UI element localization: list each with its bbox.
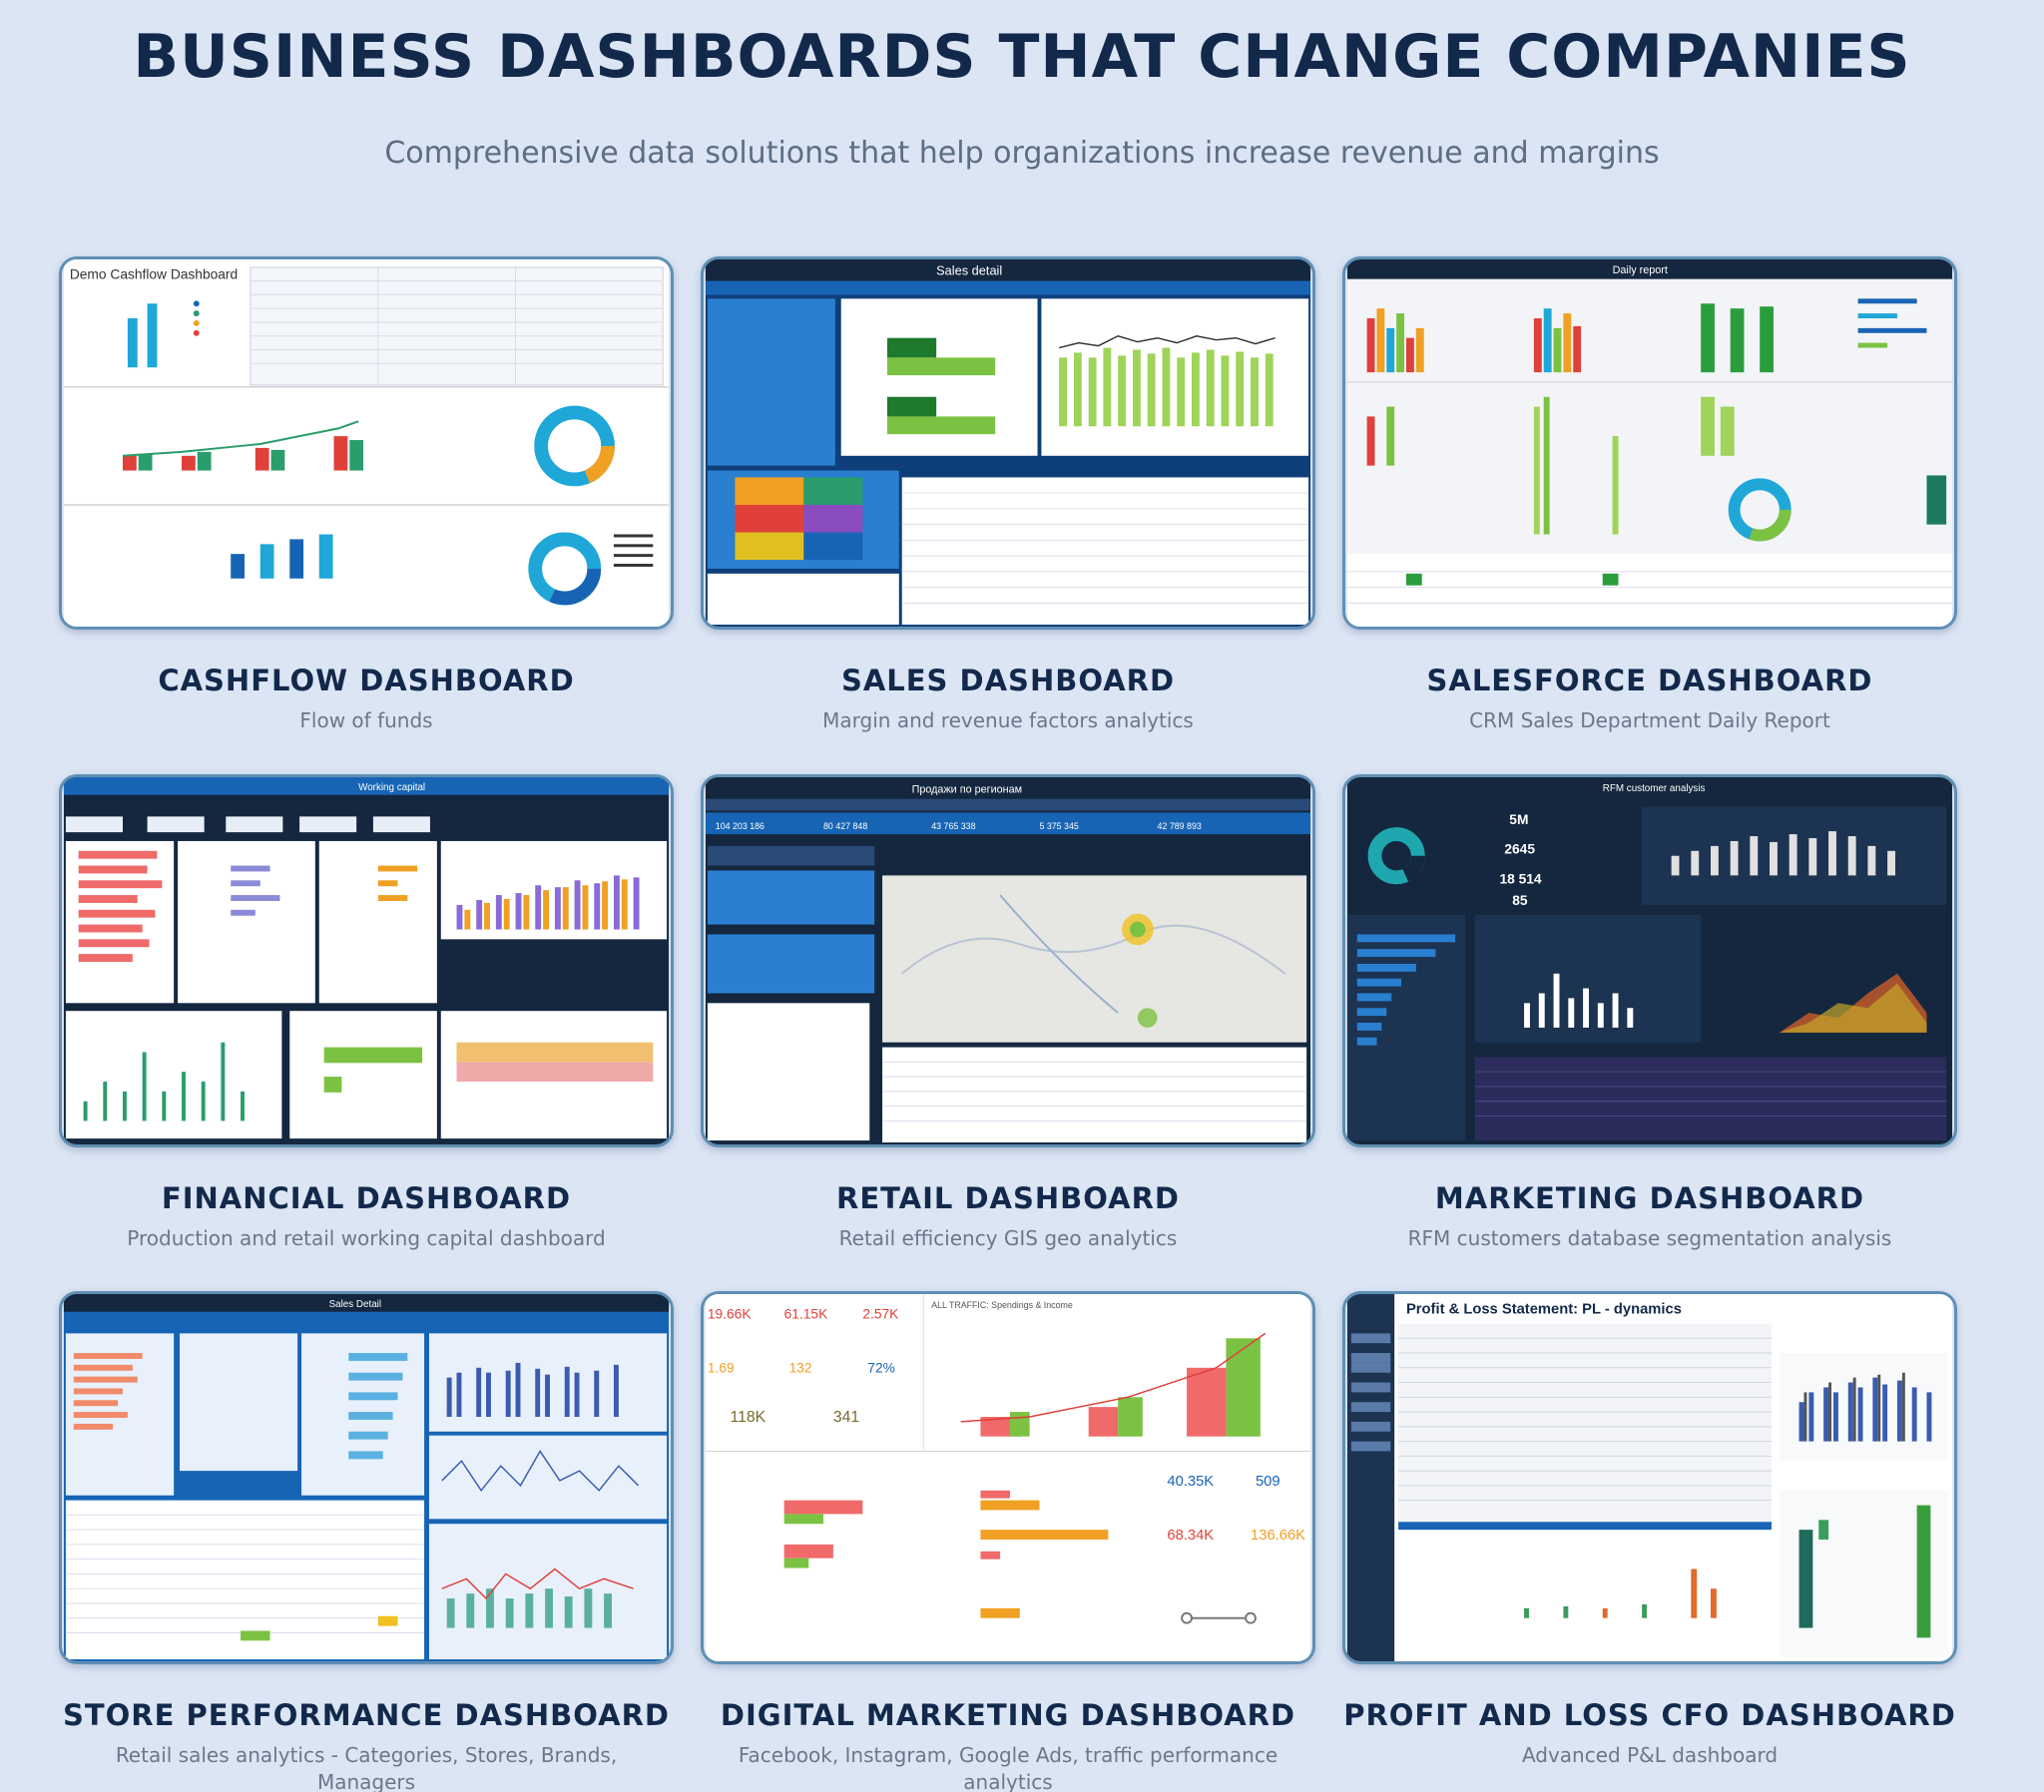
card-description: Flow of funds xyxy=(299,708,433,732)
thumb-header-salesforce: Daily report xyxy=(1613,264,1668,276)
card-store-performance[interactable]: Sales Detail STORE PERFORMANCE DASHBOARD… xyxy=(59,1291,674,1792)
card-description: Advanced P&L dashboard xyxy=(1521,1743,1779,1767)
card-title[interactable]: SALES DASHBOARD xyxy=(840,664,1176,697)
page-title: BUSINESS DASHBOARDS THAT CHANGE COMPANIE… xyxy=(133,22,1911,92)
digital-kpi-7: 118K xyxy=(731,1409,766,1426)
retail-kpi-5: 42 789 893 xyxy=(1158,821,1202,831)
card-title[interactable]: PROFIT AND LOSS CFO DASHBOARD xyxy=(1343,1698,1956,1732)
thumbnail-retail[interactable]: Продажи по регионам 104 203 186 80 427 8… xyxy=(701,774,1315,1147)
digital-kpi-11: 68.34K xyxy=(1167,1528,1214,1544)
card-description: Retail efficiency GIS geo analytics xyxy=(838,1226,1178,1250)
marketing-kpi-1: 5M xyxy=(1509,812,1528,827)
card-financial[interactable]: Working capital xyxy=(59,774,674,1252)
card-salesforce[interactable]: Daily report xyxy=(1342,256,1957,734)
thumbnail-profit-loss[interactable]: Profit & Loss Statement: PL - dynamics xyxy=(1342,1291,1957,1664)
digital-kpi-5: 132 xyxy=(789,1361,812,1376)
card-title[interactable]: FINANCIAL DASHBOARD xyxy=(161,1181,572,1215)
card-retail[interactable]: Продажи по регионам 104 203 186 80 427 8… xyxy=(701,774,1315,1252)
thumbnail-store-performance[interactable]: Sales Detail xyxy=(59,1291,674,1664)
card-title[interactable]: STORE PERFORMANCE DASHBOARD xyxy=(62,1698,670,1732)
digital-kpi-12: 136.66K xyxy=(1251,1528,1305,1544)
thumbnail-digital-marketing[interactable]: ALL TRAFFIC: Spendings & Income 19.66K 6… xyxy=(701,1291,1315,1664)
retail-kpi-2: 80 427 848 xyxy=(823,821,867,831)
card-description: RFM customers database segmentation anal… xyxy=(1407,1226,1892,1250)
thumb-header-pl: Profit & Loss Statement: PL - dynamics xyxy=(1406,1302,1682,1318)
thumb-header-cashflow: Demo Cashflow Dashboard xyxy=(70,267,238,282)
card-marketing[interactable]: RFM customer analysis 5M 2645 18 514 85 … xyxy=(1342,774,1957,1252)
thumbnail-salesforce[interactable]: Daily report xyxy=(1342,256,1957,630)
digital-kpi-3: 2.57K xyxy=(862,1307,899,1322)
marketing-kpi-4: 85 xyxy=(1512,893,1528,908)
retail-kpi-4: 5 375 345 xyxy=(1039,821,1078,831)
thumb-header-financial: Working capital xyxy=(358,782,425,793)
card-title[interactable]: DIGITAL MARKETING DASHBOARD xyxy=(720,1698,1296,1732)
thumbnail-cashflow[interactable]: Demo Cashflow Dashboard xyxy=(59,256,674,630)
card-title[interactable]: CASHFLOW DASHBOARD xyxy=(158,664,575,697)
digital-kpi-8: 341 xyxy=(833,1409,859,1426)
marketing-kpi-3: 18 514 xyxy=(1499,871,1541,886)
card-description: Retail sales analytics - Categories, Sto… xyxy=(115,1743,618,1792)
card-digital-marketing[interactable]: ALL TRAFFIC: Spendings & Income 19.66K 6… xyxy=(701,1291,1315,1792)
card-description: Production and retail working capital da… xyxy=(127,1226,606,1250)
thumbnail-sales[interactable]: Sales detail xyxy=(701,256,1315,630)
thumb-header-sales: Sales detail xyxy=(936,263,1002,278)
retail-kpi-1: 104 203 186 xyxy=(716,821,765,831)
retail-kpi-3: 43 765 338 xyxy=(931,821,975,831)
digital-kpi-1: 19.66K xyxy=(708,1307,752,1322)
card-profit-loss[interactable]: Profit & Loss Statement: PL - dynamics P… xyxy=(1342,1291,1957,1769)
card-cashflow[interactable]: Demo Cashflow Dashboard xyxy=(59,256,674,734)
card-sales[interactable]: Sales detail xyxy=(701,256,1315,734)
card-title[interactable]: RETAIL DASHBOARD xyxy=(836,1181,1180,1215)
thumbnail-marketing[interactable]: RFM customer analysis 5M 2645 18 514 85 xyxy=(1342,774,1957,1147)
card-description: Margin and revenue factors analytics xyxy=(822,708,1194,732)
thumbnail-financial[interactable]: Working capital xyxy=(59,774,674,1147)
digital-kpi-10: 509 xyxy=(1256,1474,1280,1490)
card-description: Facebook, Instagram, Google Ads, traffic… xyxy=(738,1743,1278,1792)
card-title[interactable]: MARKETING DASHBOARD xyxy=(1434,1181,1865,1215)
digital-kpi-4: 1.69 xyxy=(708,1361,735,1376)
thumb-header-store: Sales Detail xyxy=(329,1299,381,1310)
card-description: CRM Sales Department Daily Report xyxy=(1469,708,1830,732)
thumb-header-retail: Продажи по регионам xyxy=(912,784,1022,796)
page-subtitle: Comprehensive data solutions that help o… xyxy=(384,136,1660,171)
marketing-kpi-2: 2645 xyxy=(1504,842,1535,857)
digital-kpi-9: 40.35K xyxy=(1167,1474,1214,1490)
digital-kpi-6: 72% xyxy=(867,1361,895,1376)
thumb-header-digital: ALL TRAFFIC: Spendings & Income xyxy=(931,1300,1073,1310)
thumb-header-marketing: RFM customer analysis xyxy=(1603,783,1706,794)
digital-kpi-2: 61.15K xyxy=(784,1307,828,1322)
card-title[interactable]: SALESFORCE DASHBOARD xyxy=(1426,664,1873,697)
